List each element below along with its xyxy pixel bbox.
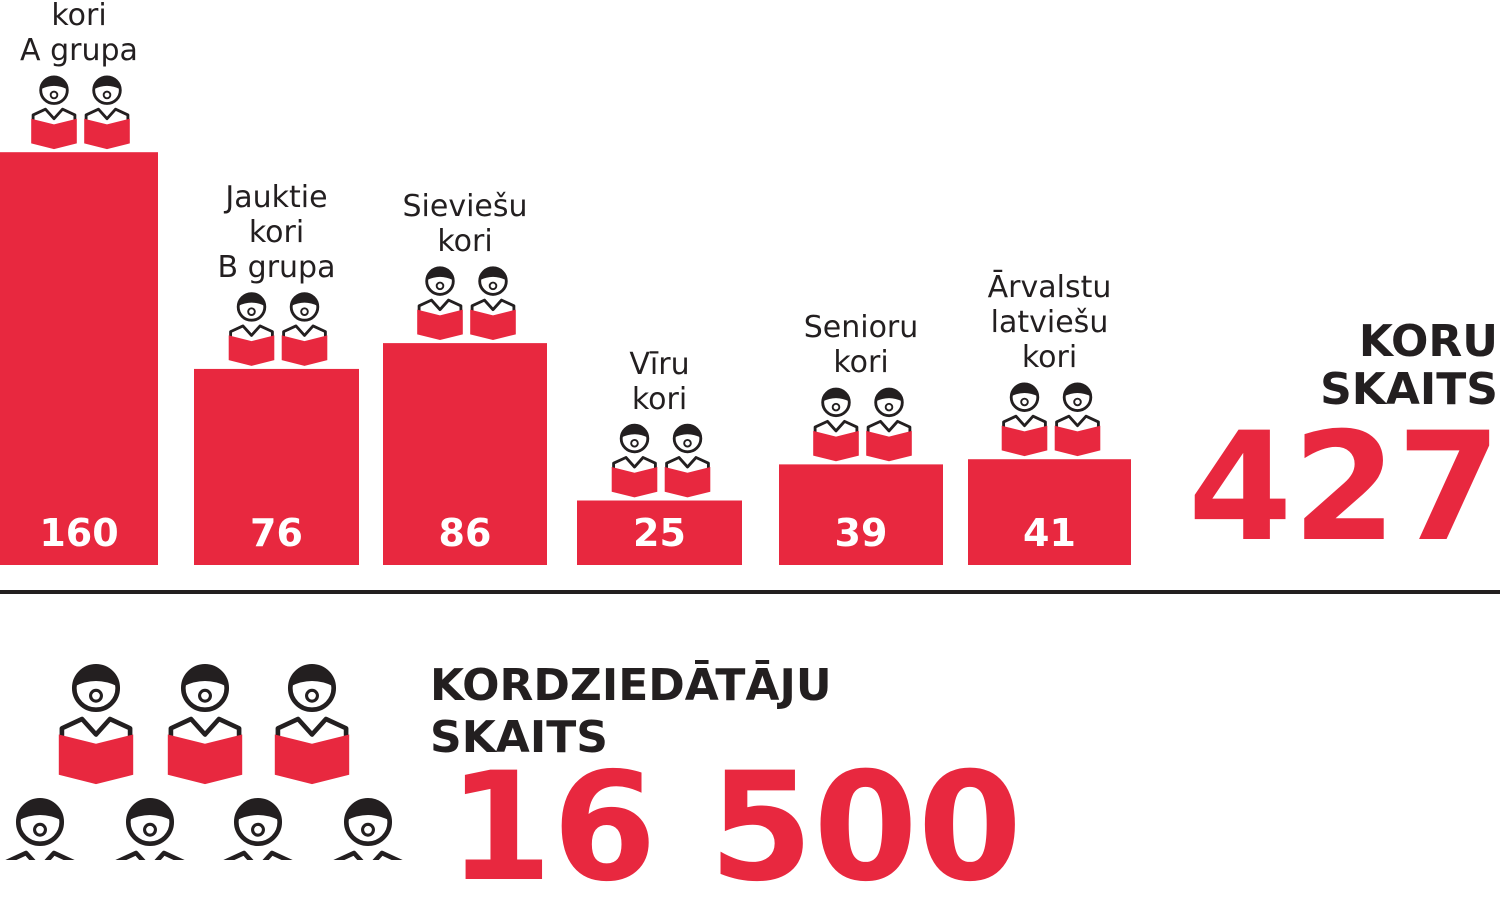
singer-icon (58, 663, 134, 785)
singer-icon (115, 797, 185, 860)
singer-icon (470, 266, 516, 341)
choirs-total-value: 427 (1188, 401, 1500, 575)
category-label: Vīru kori (550, 347, 770, 417)
singer-icon (84, 75, 130, 150)
category-label-line: latviešu (990, 305, 1109, 341)
bar (0, 152, 158, 565)
singer-icon (31, 75, 77, 150)
bar-value-label: 76 (250, 511, 303, 555)
singer-icon (223, 797, 293, 860)
category-label-line: kori (248, 214, 305, 250)
choirs-heading-line2: SKAITS (1320, 364, 1498, 415)
category-label-line: Vīru (629, 346, 690, 382)
bar (968, 459, 1131, 565)
singer-icon (866, 387, 912, 462)
category-label: Senioru kori (751, 310, 971, 380)
bar (577, 500, 742, 565)
bar (779, 464, 943, 565)
singer-icon (664, 423, 711, 498)
category-label: Ārvalstu latviešu kori (940, 270, 1160, 375)
bar (194, 368, 359, 565)
category-label-line: Jauktie (225, 179, 328, 215)
singer-icon (167, 663, 243, 785)
category-label-line: kori (437, 224, 493, 260)
bar-value-label: 39 (834, 511, 888, 555)
category-label-line: kori (833, 345, 889, 381)
category-label-line: kori (1021, 340, 1078, 376)
category-label: Jauktie kori B grupa (167, 180, 387, 285)
category-label-line: Ārvalstu (987, 270, 1112, 306)
bar (383, 343, 547, 565)
category-label: Sieviešu kori (355, 189, 575, 259)
category-label: kori A grupa (0, 0, 189, 68)
bar-value-label: 41 (1023, 511, 1076, 555)
singer-icon (228, 292, 275, 366)
singer-icon (274, 663, 350, 785)
bar-value-label: 86 (438, 511, 492, 555)
singer-icon (611, 423, 658, 498)
singer-icon (281, 292, 328, 366)
choirs-total-heading: KORU SKAITS (1320, 318, 1498, 414)
singer-icon (813, 387, 859, 462)
bar-value-label: 160 (39, 511, 119, 555)
singer-icon (333, 797, 403, 860)
category-label-line: Sieviešu (402, 189, 528, 225)
singers-illustration (5, 663, 403, 860)
choir-bar-chart (0, 75, 1500, 860)
singer-icon (5, 797, 75, 860)
category-label-line: B grupa (217, 249, 336, 285)
singers-heading-line2: SKAITS (430, 712, 608, 763)
category-label-line: A grupa (20, 33, 138, 69)
choirs-heading-line1: KORU (1358, 316, 1498, 367)
bar-value-label: 25 (633, 511, 686, 555)
singer-icon (1054, 382, 1101, 457)
singers-total-value: 16 500 (448, 741, 1023, 915)
category-label-line: Senioru (803, 310, 919, 346)
category-label-line: kori (51, 0, 107, 34)
singer-icon (1001, 382, 1048, 457)
singer-icon (417, 266, 463, 341)
singers-total-heading: KORDZIEDĀTĀJU SKAITS (430, 660, 832, 764)
category-label-line: kori (631, 381, 688, 417)
singers-heading-line1: KORDZIEDĀTĀJU (430, 660, 832, 711)
